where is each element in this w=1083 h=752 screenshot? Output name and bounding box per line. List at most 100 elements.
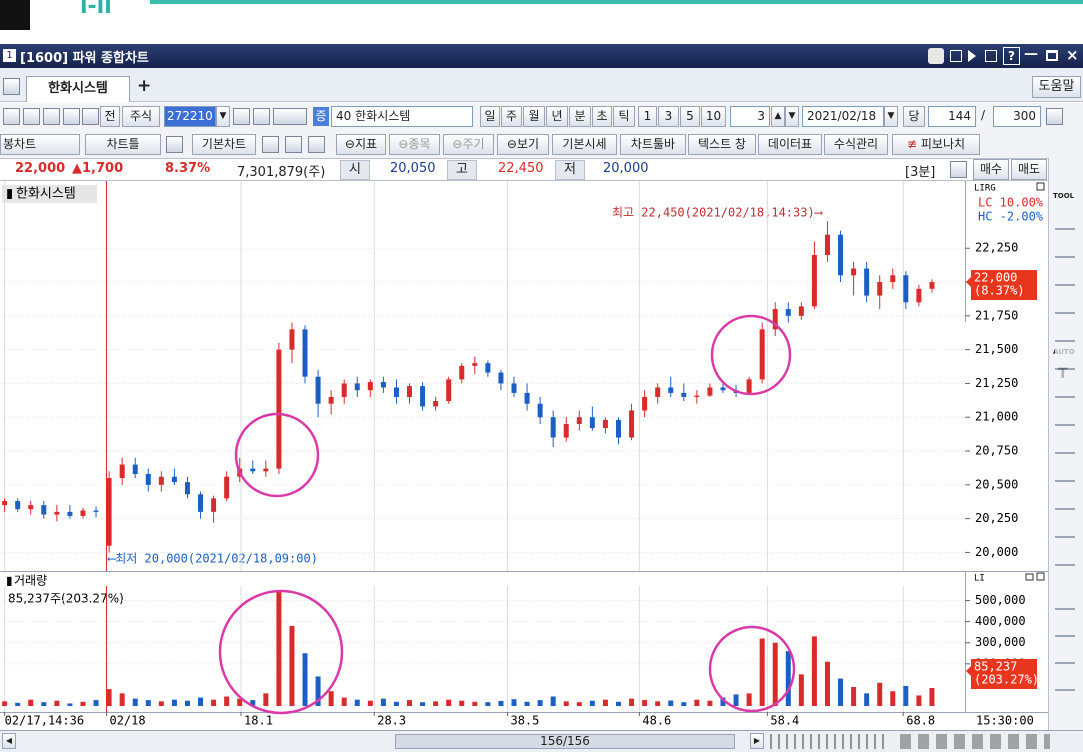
count-input[interactable]: 300 <box>993 106 1041 127</box>
button-text: 지표 <box>354 137 378 151</box>
layout-icon[interactable] <box>3 78 20 95</box>
volume-bar <box>550 696 556 706</box>
dropdown[interactable]: ▼ <box>216 106 230 127</box>
axis-badge: LIRG <box>974 184 996 194</box>
toolbar-button[interactable]: 주식 <box>122 106 160 127</box>
volume-bar <box>798 674 804 706</box>
period-button[interactable]: 초 <box>592 106 612 127</box>
help-control[interactable]: ? <box>1003 47 1020 65</box>
volume-bar <box>263 693 269 706</box>
toolbar-button[interactable]: 차트툴바 <box>620 134 686 155</box>
interval-button[interactable]: 5 <box>680 106 700 127</box>
volume-bar <box>890 691 896 706</box>
code-input[interactable]: 272210 <box>164 106 216 127</box>
tool-icon[interactable] <box>3 108 20 125</box>
interval-button[interactable]: 3 <box>658 106 679 127</box>
scroll-left[interactable]: ◀ <box>2 733 16 749</box>
toolbar-button[interactable]: 당 <box>903 106 925 127</box>
tool-icon[interactable] <box>253 108 270 125</box>
candle-body <box>28 505 34 510</box>
toolbar-button[interactable]: ⊖주기 <box>443 134 494 155</box>
tool-icon[interactable] <box>285 136 302 153</box>
add-tab[interactable]: + <box>137 76 152 96</box>
toolbar-button[interactable]: 기본차트 <box>192 134 256 155</box>
tool-icon[interactable] <box>23 108 40 125</box>
chart-type[interactable]: 봉차트 <box>0 134 80 155</box>
tool-icon[interactable] <box>273 108 307 125</box>
toolbar-button[interactable]: 수식관리 <box>824 134 888 155</box>
chart-title: 거래량 <box>14 574 47 588</box>
dropdown[interactable]: ▼ <box>884 106 898 127</box>
toolbar-button[interactable]: 기본시세 <box>552 134 617 155</box>
window-icon[interactable] <box>950 50 962 62</box>
tool-icon[interactable] <box>166 136 183 153</box>
date-input[interactable]: 2021/02/18 <box>802 106 884 127</box>
candle-body <box>615 419 621 438</box>
count-input[interactable]: 144 <box>928 106 976 127</box>
pane-control[interactable] <box>1036 182 1045 191</box>
tool-icon[interactable] <box>43 108 60 125</box>
tool-icon[interactable] <box>233 108 250 125</box>
toolbar-button[interactable]: 텍스트 창 <box>688 134 756 155</box>
toolbar-button[interactable]: 데이터표 <box>758 134 822 155</box>
candle-body <box>655 387 661 397</box>
interval-button[interactable]: 10 <box>701 106 726 127</box>
toolbar-button[interactable]: 전 <box>100 106 120 127</box>
interval-button[interactable]: 1 <box>638 106 657 127</box>
toolbar-button[interactable]: ⊖종목 <box>389 134 440 155</box>
tool-icons[interactable] <box>1055 218 1075 588</box>
candle-body <box>877 282 883 296</box>
toolbar-row: 전 주식 272210 ▼ 증 40 한화시스템 일 주 월 년 분 초 틱 1… <box>0 103 1083 132</box>
maximize-control[interactable] <box>1046 50 1058 61</box>
scroll-right[interactable]: ▶ <box>750 733 764 749</box>
buy-button[interactable]: 매수 <box>973 159 1009 180</box>
tool-label[interactable]: TOOL <box>1053 192 1075 200</box>
period-label: [3분] <box>905 165 936 180</box>
pane-control[interactable] <box>1036 572 1045 581</box>
tool-icon[interactable] <box>1046 108 1063 125</box>
window-icon[interactable] <box>985 50 997 62</box>
quote-label: 고 <box>447 160 477 180</box>
toolbar-button[interactable]: ⊖보기 <box>497 134 549 155</box>
scroll-thumb[interactable]: 156/156 <box>395 734 735 749</box>
interval-input[interactable]: 3 <box>730 106 770 127</box>
window-icon[interactable] <box>928 48 944 64</box>
toolbar-button[interactable]: ≢ 피보나치 <box>892 134 980 155</box>
tool-icons[interactable] <box>1055 598 1075 708</box>
tool-icon[interactable] <box>82 108 99 125</box>
sell-button[interactable]: 매도 <box>1011 159 1047 180</box>
volume-bar <box>681 702 687 706</box>
spinner[interactable]: ▲ <box>771 106 785 127</box>
spinner[interactable]: ▼ <box>785 106 799 127</box>
period-button[interactable]: 년 <box>546 106 568 127</box>
volume-bar <box>67 703 73 706</box>
toolbar-button[interactable]: 차트틀 <box>85 134 161 155</box>
help-button[interactable]: 도움말 <box>1032 76 1081 98</box>
settings-icon[interactable] <box>950 161 967 178</box>
volume-bar <box>341 697 347 706</box>
tool-icon[interactable] <box>308 136 325 153</box>
candle-body <box>289 329 295 350</box>
stock-name[interactable]: 40 한화시스템 <box>331 106 473 127</box>
tool-icon[interactable] <box>262 136 279 153</box>
volume-bar <box>824 661 830 706</box>
period-button[interactable]: 분 <box>569 106 591 127</box>
zoom-controls[interactable] <box>770 734 890 749</box>
toolbar-button[interactable]: ⊖지표 <box>336 134 386 155</box>
period-button[interactable]: 월 <box>523 106 545 127</box>
view-controls[interactable] <box>900 734 1050 749</box>
pane-control[interactable] <box>1025 573 1034 581</box>
window-icon[interactable] <box>968 50 976 62</box>
period-button[interactable]: 일 <box>480 106 500 127</box>
x-tick-label: 28.3 <box>377 714 406 728</box>
active-tab[interactable]: 한화시스템 <box>26 76 130 102</box>
period-button[interactable]: 주 <box>501 106 522 127</box>
tool-icon[interactable] <box>63 108 80 125</box>
minimize-control[interactable]: — <box>1024 46 1038 62</box>
x-tick-label: 02/17,14:36 <box>5 714 84 728</box>
candle-body <box>550 417 556 438</box>
chart-title-bg <box>2 185 97 203</box>
close-control[interactable]: × <box>1066 46 1079 64</box>
period-button[interactable]: 틱 <box>613 106 635 127</box>
